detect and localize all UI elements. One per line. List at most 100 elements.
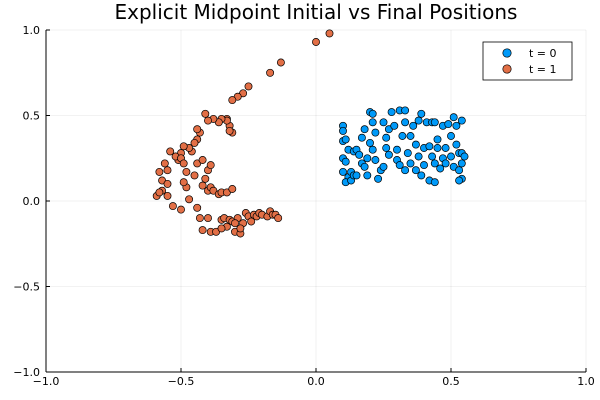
data-point bbox=[163, 191, 172, 200]
data-point bbox=[198, 181, 207, 190]
data-point bbox=[390, 121, 399, 130]
legend: t = 0 t = 1 bbox=[482, 41, 573, 81]
data-point bbox=[452, 140, 461, 149]
data-point bbox=[190, 138, 199, 147]
axes: −1.0 −0.5 0.0 0.5 1.0 −1.0 −0.5 0.0 0.5 1.0 bbox=[13, 24, 594, 388]
data-point bbox=[417, 171, 426, 180]
data-point bbox=[449, 113, 458, 122]
data-point bbox=[163, 179, 172, 188]
x-tick-label: −1.0 bbox=[33, 375, 60, 388]
data-point bbox=[368, 109, 377, 118]
data-point bbox=[182, 167, 191, 176]
data-point bbox=[436, 164, 445, 173]
data-point bbox=[460, 152, 469, 161]
data-point bbox=[414, 116, 423, 125]
data-point bbox=[185, 195, 194, 204]
data-point bbox=[457, 116, 466, 125]
data-point bbox=[411, 140, 420, 149]
data-point bbox=[398, 132, 407, 140]
x-tick-label: −0.5 bbox=[168, 375, 195, 388]
data-point bbox=[374, 174, 383, 183]
data-point bbox=[225, 126, 234, 135]
data-point bbox=[420, 161, 428, 170]
data-point bbox=[360, 125, 369, 134]
data-point bbox=[363, 154, 372, 163]
data-point bbox=[393, 145, 401, 154]
data-point bbox=[155, 167, 164, 176]
data-point bbox=[441, 144, 450, 152]
data-point bbox=[163, 166, 172, 175]
data-point bbox=[236, 224, 245, 233]
data-point bbox=[382, 133, 391, 142]
data-point bbox=[355, 150, 364, 159]
data-point bbox=[409, 121, 418, 130]
y-tick-label: −0.5 bbox=[13, 281, 40, 294]
data-point bbox=[411, 166, 420, 175]
data-point bbox=[352, 171, 361, 180]
data-point bbox=[339, 126, 347, 135]
data-point bbox=[155, 188, 164, 197]
x-tick-label: 0.5 bbox=[442, 375, 460, 388]
data-point bbox=[379, 118, 388, 127]
data-point bbox=[195, 214, 204, 223]
data-point bbox=[433, 135, 442, 144]
data-point bbox=[201, 109, 210, 118]
data-point bbox=[401, 118, 410, 127]
data-point bbox=[179, 159, 188, 168]
data-point bbox=[193, 125, 202, 134]
data-point bbox=[274, 214, 283, 223]
data-point bbox=[430, 118, 439, 127]
data-point bbox=[457, 159, 466, 168]
x-tick-label: 0.0 bbox=[307, 375, 325, 388]
grid bbox=[45, 29, 587, 373]
data-point bbox=[228, 96, 237, 105]
data-point bbox=[433, 144, 442, 152]
data-point bbox=[387, 108, 396, 117]
data-point bbox=[193, 203, 202, 212]
y-tick-label: 0.5 bbox=[23, 110, 41, 123]
legend-box bbox=[482, 41, 573, 81]
data-point bbox=[401, 166, 410, 175]
data-point bbox=[441, 159, 450, 168]
data-point bbox=[198, 156, 207, 164]
data-point bbox=[368, 118, 377, 127]
data-point bbox=[341, 135, 350, 144]
data-point bbox=[166, 147, 175, 156]
legend-marker bbox=[502, 48, 512, 58]
data-point bbox=[401, 106, 410, 115]
x-tick-label: 1.0 bbox=[577, 375, 595, 388]
data-point bbox=[384, 150, 393, 159]
data-point bbox=[247, 217, 256, 226]
data-point bbox=[228, 185, 237, 193]
data-point bbox=[312, 38, 320, 46]
data-point bbox=[371, 128, 380, 137]
data-point bbox=[417, 109, 426, 118]
data-point bbox=[244, 82, 253, 91]
data-point bbox=[406, 159, 415, 168]
data-point bbox=[455, 176, 464, 185]
data-point bbox=[206, 161, 215, 170]
data-point bbox=[204, 214, 212, 223]
chart-title: Explicit Midpoint Initial vs Final Posit… bbox=[115, 0, 518, 24]
data-point bbox=[179, 178, 188, 187]
data-point bbox=[455, 166, 464, 175]
legend-marker bbox=[502, 64, 512, 74]
data-point bbox=[368, 145, 377, 154]
data-points bbox=[152, 29, 469, 238]
data-point bbox=[366, 138, 374, 147]
data-point bbox=[357, 133, 366, 142]
data-point bbox=[177, 205, 185, 214]
legend-label: t = 0 bbox=[529, 47, 557, 60]
data-point bbox=[403, 149, 412, 158]
data-point bbox=[201, 174, 210, 183]
data-point bbox=[430, 159, 439, 168]
data-point bbox=[339, 167, 347, 176]
data-point bbox=[266, 68, 275, 77]
data-point bbox=[406, 132, 415, 140]
data-point bbox=[447, 152, 455, 161]
data-point bbox=[325, 29, 334, 38]
data-point bbox=[447, 132, 455, 140]
data-point bbox=[382, 144, 391, 152]
y-tick-label: −1.0 bbox=[13, 366, 40, 379]
data-point bbox=[341, 157, 350, 166]
